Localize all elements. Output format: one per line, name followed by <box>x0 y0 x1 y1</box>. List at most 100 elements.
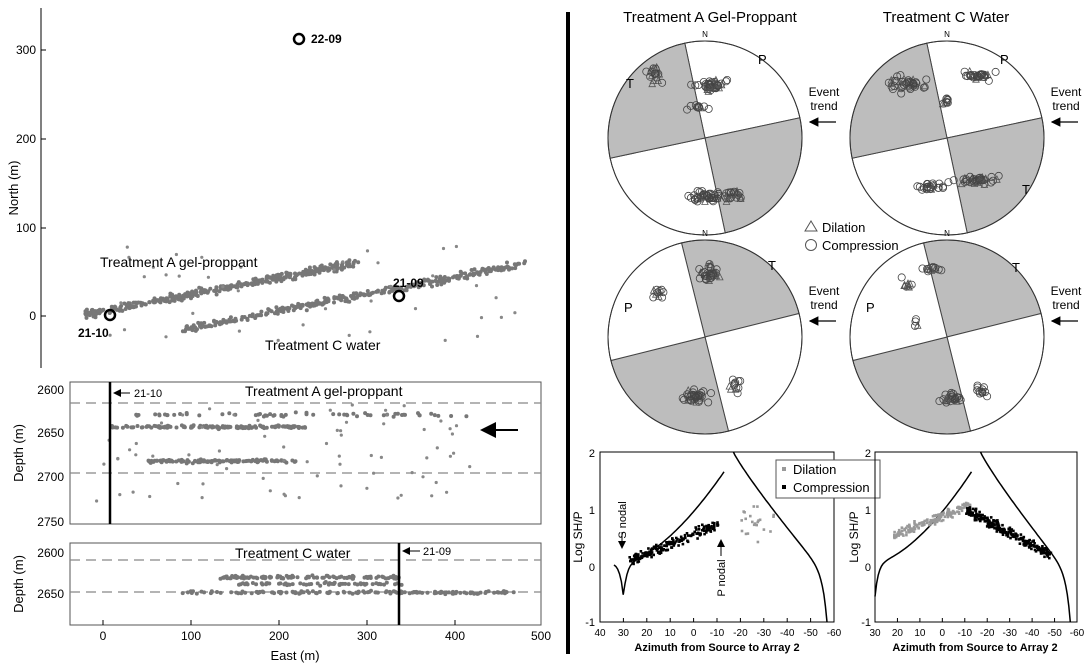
compression-point <box>697 528 701 531</box>
map-event-point <box>279 279 284 284</box>
compression-point <box>696 531 700 535</box>
map-event-point <box>193 325 198 330</box>
compression-point <box>655 547 658 550</box>
compression-point <box>650 551 654 554</box>
compression-polarity <box>658 78 667 87</box>
dilation-point <box>769 530 772 533</box>
compression-point <box>1009 536 1012 540</box>
map-event-point <box>326 299 331 304</box>
ratio-right-theory-curve <box>874 451 1072 623</box>
map-event-point <box>259 309 264 314</box>
depth-c-event-point <box>194 591 199 596</box>
map-event-point <box>345 299 350 304</box>
compression-point <box>658 546 661 549</box>
compression-point <box>985 525 989 528</box>
dilation-point <box>962 503 966 507</box>
stereonet-title-a: Treatment A Gel-Proppant <box>623 9 798 26</box>
depth-c-event-point <box>322 581 327 586</box>
depth-c-event-point <box>284 573 289 578</box>
map-event-point <box>493 267 498 272</box>
map-event-point <box>500 267 505 272</box>
dilation-point <box>752 505 756 508</box>
depth-c-event-point <box>414 589 419 594</box>
compression-point <box>997 524 1001 527</box>
depth-c-event-point <box>330 581 335 586</box>
compression-point <box>671 541 675 544</box>
compression-point <box>641 552 644 555</box>
compression-point <box>1033 548 1037 552</box>
depth-a-event-point <box>134 412 139 417</box>
compression-polarity <box>920 83 929 92</box>
dilation-point <box>752 523 756 527</box>
stereonet-p-label: P <box>866 300 875 315</box>
depth-a-event-point <box>181 413 185 417</box>
dilation-polarity <box>733 189 742 198</box>
depth-c-event-point <box>202 590 207 595</box>
event-trend-label: Event <box>1051 85 1082 99</box>
map-event-point <box>295 272 300 277</box>
compression-polarity <box>978 385 987 394</box>
compression-point <box>638 557 642 561</box>
dilation-point <box>935 520 939 524</box>
compression-point <box>975 512 978 516</box>
depth-c-event-point <box>312 575 316 580</box>
map-event-point <box>422 277 427 282</box>
dilation-point <box>914 523 918 527</box>
depth-a-event-point <box>335 428 339 432</box>
map-event-point <box>291 304 296 309</box>
ratio-right-xlabel: Azimuth from Source to Array 2 <box>892 642 1057 654</box>
map-event-point <box>456 276 461 281</box>
compression-point <box>998 530 1002 533</box>
depth-a-event-point <box>167 458 172 463</box>
depth-c-event-point <box>229 590 234 595</box>
compression-polarity <box>951 394 960 403</box>
depth-a-event-point <box>385 413 389 417</box>
compression-polarity <box>691 81 700 90</box>
dilation-point <box>952 512 956 515</box>
compression-point <box>648 550 651 553</box>
compression-point <box>995 522 999 526</box>
legend-dilation-text: Dilation <box>793 462 836 477</box>
compression-point <box>1046 555 1049 558</box>
depth-a-event-point <box>297 496 301 500</box>
map-event-point <box>234 318 239 323</box>
map-panel: North (m) 0 100 200 300 22-09 21-09 21-1… <box>6 8 527 368</box>
map-event-point <box>127 255 131 259</box>
compression-point <box>968 507 971 510</box>
depth-c-event-point <box>437 590 442 595</box>
map-event-point <box>267 275 272 280</box>
dilation-point <box>744 532 748 536</box>
compression-polarity <box>898 77 907 86</box>
dilation-polarity <box>993 175 1001 183</box>
ratio-xtick-label: -50 <box>803 628 818 639</box>
depth-c-event-point <box>355 582 360 587</box>
compression-point <box>1032 544 1036 548</box>
compression-point <box>635 557 639 561</box>
depth-c-event-point <box>410 590 415 595</box>
event-trend-label: trend <box>1052 298 1079 312</box>
depth-a-event-point <box>311 412 316 417</box>
depth-a-event-point <box>236 426 240 431</box>
dilation-point <box>917 522 921 526</box>
map-event-point <box>513 266 518 271</box>
compression-polarity <box>652 73 661 82</box>
map-event-point <box>139 303 144 308</box>
dilation-point <box>937 513 940 517</box>
depth-a-event-point <box>337 454 341 458</box>
dilation-point <box>909 528 913 531</box>
dilation-point <box>907 525 911 529</box>
map-event-point <box>434 275 439 280</box>
depth-c-event-point <box>450 589 455 594</box>
compression-point <box>971 511 974 515</box>
compression-point <box>1013 535 1016 539</box>
map-event-point <box>318 267 323 272</box>
compression-point <box>1041 545 1044 548</box>
ratio-ytick: -1 <box>861 617 871 629</box>
dilation-polarity <box>904 279 912 287</box>
compression-point <box>668 542 671 546</box>
compression-polarity <box>893 72 902 81</box>
map-event-point <box>413 307 418 311</box>
compression-point <box>1036 548 1040 552</box>
map-ytick: 100 <box>16 221 36 235</box>
